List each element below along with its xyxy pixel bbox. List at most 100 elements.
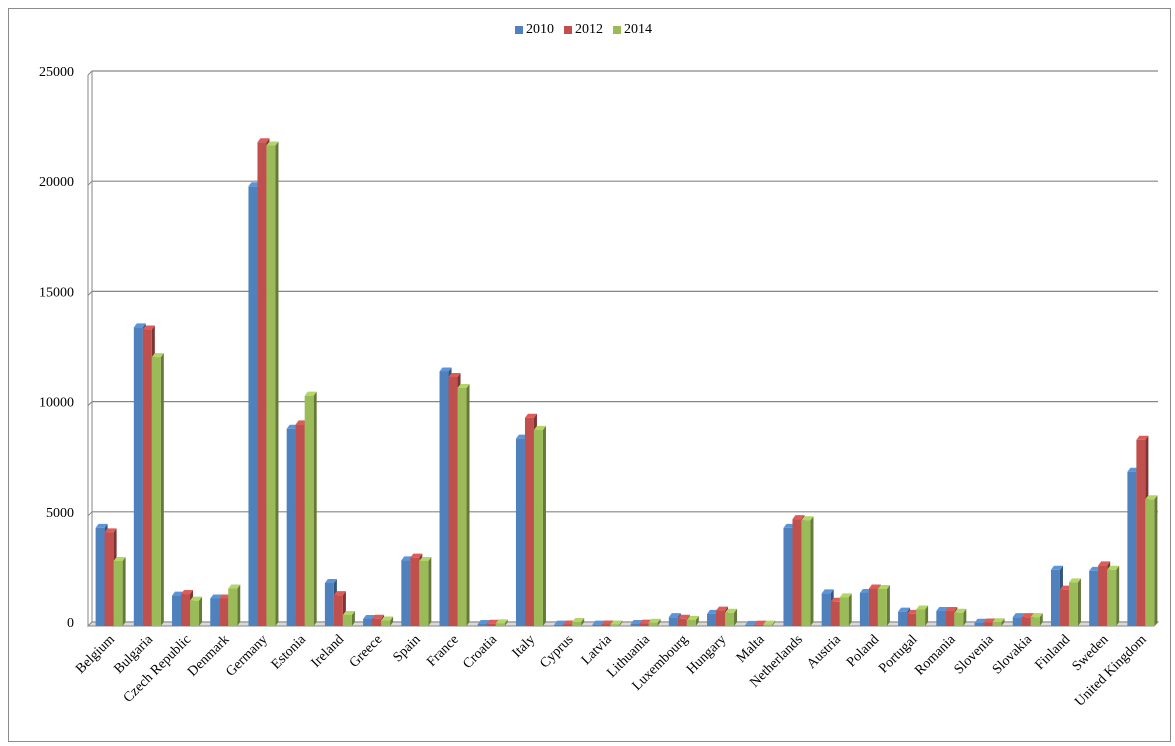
- bar-2010-spain: [401, 560, 411, 626]
- bar-top: [1098, 561, 1111, 566]
- bar-2014-slovakia: [1030, 617, 1040, 626]
- bar-top: [1050, 565, 1063, 570]
- bar-top: [725, 608, 738, 613]
- bar-side: [313, 391, 317, 626]
- bar-2014-portugal: [916, 609, 926, 626]
- bar-top: [686, 615, 699, 620]
- bar-2014-luxembourg: [686, 619, 696, 626]
- bar-2010-luxembourg: [668, 617, 678, 626]
- bar-2012-ireland: [333, 595, 343, 626]
- bar-2010-portugal: [898, 611, 908, 626]
- bar-side: [1116, 565, 1120, 626]
- bar-2010-poland: [859, 592, 869, 626]
- bar-2012-hungary: [716, 610, 726, 626]
- bar-2010-latvia: [592, 624, 602, 626]
- bar-2010-croatia: [477, 624, 487, 626]
- bar-side: [886, 584, 890, 626]
- bar-top: [677, 614, 690, 619]
- y-tick-label: 15000: [39, 285, 74, 300]
- y-tick-label: 25000: [39, 65, 74, 80]
- bar-top: [342, 610, 355, 615]
- bar-top: [630, 620, 643, 625]
- bar-top: [610, 620, 623, 625]
- bar-top: [439, 367, 452, 372]
- bar-2012-malta: [754, 624, 764, 626]
- bar-top: [992, 618, 1005, 623]
- x-tick-label: Austria: [804, 632, 844, 672]
- bar-top: [228, 584, 241, 589]
- bar-top: [648, 618, 661, 623]
- x-tick-label: Hungary: [684, 632, 729, 677]
- gridline-depth: [87, 291, 93, 296]
- bar-top: [974, 618, 987, 623]
- bar-2014-netherlands: [801, 520, 811, 626]
- bar-2012-spain: [410, 557, 420, 626]
- legend: 2010 2012 2014: [515, 22, 652, 38]
- legend-label-2010: 2010: [526, 22, 554, 37]
- bar-2012-croatia: [486, 623, 496, 626]
- bar-top: [716, 606, 729, 611]
- bar-2012-romania: [945, 611, 955, 626]
- bar-2014-cyprus: [572, 622, 582, 626]
- bar-2012-finland: [1059, 589, 1069, 626]
- bar-2014-lithuania: [648, 622, 658, 626]
- bar-2010-hungary: [707, 613, 717, 626]
- bar-top: [572, 618, 585, 623]
- x-tick-label: Croatia: [460, 632, 500, 672]
- legend-item-2012: 2012: [564, 22, 603, 38]
- x-tick-label: Cyprus: [537, 632, 576, 671]
- bar-2012-sweden: [1098, 565, 1108, 626]
- bar-side: [466, 383, 470, 626]
- bar-top: [592, 620, 605, 625]
- bar-top: [266, 141, 279, 146]
- bar-2014-bulgaria: [151, 357, 161, 626]
- bar-2014-italy: [533, 429, 543, 626]
- bar-2012-lithuania: [639, 623, 649, 626]
- bar-2010-united-kingdom: [1127, 471, 1137, 626]
- bar-top: [372, 614, 385, 619]
- bar-side: [390, 616, 394, 626]
- bar-side: [199, 596, 203, 626]
- bar-top: [142, 325, 155, 330]
- bar-2010-france: [439, 371, 449, 626]
- bar-2010-czech-republic: [172, 595, 182, 626]
- bar-side: [428, 556, 432, 626]
- bar-side: [275, 141, 279, 626]
- bar-side: [581, 618, 585, 626]
- legend-item-2010: 2010: [515, 22, 554, 38]
- bar-2010-finland: [1050, 569, 1060, 626]
- bar-2012-latvia: [601, 624, 611, 626]
- bar-top: [668, 613, 681, 618]
- x-tick-label: Italy: [510, 632, 539, 661]
- legend-item-2014: 2014: [613, 22, 652, 38]
- bar-2012-slovenia: [983, 622, 993, 626]
- bar-top: [448, 372, 461, 377]
- bar-2010-netherlands: [783, 527, 793, 626]
- bar-2010-belgium: [95, 527, 105, 626]
- bar-2014-france: [457, 387, 467, 626]
- x-tick-label: Germany: [223, 632, 270, 679]
- bar-top: [190, 596, 203, 601]
- bar-2010-malta: [745, 624, 755, 626]
- legend-swatch-2012: [564, 26, 572, 34]
- x-tick-label: Greece: [347, 632, 386, 671]
- x-tick-label: Estonia: [269, 632, 310, 673]
- bar-side: [504, 619, 508, 626]
- bar-top: [945, 607, 958, 612]
- bar-side: [237, 584, 241, 626]
- bar-2010-austria: [821, 593, 831, 626]
- bar-top: [410, 553, 423, 558]
- legend-label-2014: 2014: [624, 22, 652, 37]
- bar-2012-luxembourg: [677, 618, 687, 626]
- gridline-depth: [87, 401, 93, 406]
- bar-2012-united-kingdom: [1136, 439, 1146, 626]
- bar-2014-germany: [266, 145, 276, 626]
- bar-2010-sweden: [1089, 570, 1099, 626]
- bar-2014-croatia: [495, 623, 505, 626]
- bar-2012-czech-republic: [181, 594, 191, 626]
- bar-top: [324, 579, 337, 584]
- bar-2014-spain: [419, 560, 429, 626]
- bar-top: [477, 620, 490, 625]
- bar-side: [695, 615, 699, 626]
